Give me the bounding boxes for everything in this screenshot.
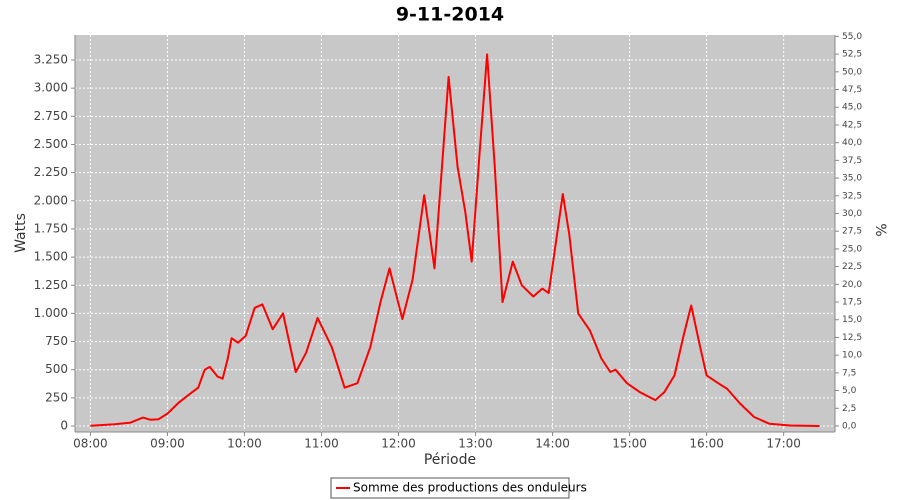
y2-tick-label: 40,0	[842, 138, 862, 148]
x-tick-label: 09:00	[150, 437, 185, 451]
y2-tick-label: 55,0	[842, 32, 862, 42]
y-tick-label: 2.750	[34, 109, 68, 123]
y2-tick-label: 37,5	[842, 156, 862, 166]
y2-tick-label: 27,5	[842, 227, 862, 237]
series-line	[90, 53, 820, 427]
y-tick-label: 2.500	[34, 137, 68, 151]
y2-tick-label: 32,5	[842, 191, 862, 201]
x-tick-label: 16:00	[689, 437, 724, 451]
y2-tick-label: 20,0	[842, 280, 862, 290]
legend-label: Somme des productions des onduleurs	[353, 481, 587, 495]
x-tick-label: 17:00	[766, 437, 801, 451]
x-tick-label: 08:00	[73, 437, 108, 451]
y-tick-label: 750	[45, 334, 68, 348]
y2-tick-label: 15,0	[842, 315, 862, 325]
y2-tick-label: 17,5	[842, 298, 862, 308]
y2-tick-label: 0,0	[842, 421, 857, 431]
y2-tick-label: 10,0	[842, 351, 862, 361]
y2-tick-label: 25,0	[842, 244, 862, 254]
y-tick-label: 2.250	[34, 165, 68, 179]
legend: Somme des productions des onduleurs	[330, 477, 587, 499]
y-tick-label: 0	[60, 419, 68, 433]
y-tick-label: 1.250	[34, 278, 68, 292]
x-tick-label: 15:00	[612, 437, 647, 451]
x-tick-label: 14:00	[535, 437, 570, 451]
y-tick-label: 3.000	[34, 81, 68, 95]
y2-tick-label: 52,5	[842, 50, 862, 60]
y2-tick-label: 50,0	[842, 67, 862, 77]
y2-tick-label: 12,5	[842, 333, 862, 343]
y2-tick-label: 42,5	[842, 120, 862, 130]
y-tick-label: 2.000	[34, 193, 68, 207]
y2-tick-label: 45,0	[842, 103, 862, 113]
y-tick-label: 1.500	[34, 250, 68, 264]
legend-box	[330, 477, 570, 499]
y2-tick-label: 2,5	[842, 404, 856, 414]
y-tick-label: 250	[45, 390, 68, 404]
y2-tick-label: 47,5	[842, 85, 862, 95]
plot-area	[75, 35, 835, 432]
y-tick-label: 500	[45, 362, 68, 376]
y2-tick-label: 30,0	[842, 209, 862, 219]
x-tick-label: 13:00	[458, 437, 493, 451]
y-tick-label: 1.000	[34, 306, 68, 320]
x-tick-label: 11:00	[304, 437, 339, 451]
y2-tick-label: 22,5	[842, 262, 862, 272]
x-tick-label: 10:00	[227, 437, 262, 451]
y2-tick-label: 5,0	[842, 386, 857, 396]
chart-title: 9-11-2014	[396, 4, 504, 26]
y2-tick-label: 7,5	[842, 368, 856, 378]
y2-axis-label: %	[872, 223, 888, 236]
y-tick-label: 3.250	[34, 53, 68, 67]
y2-tick-label: 35,0	[842, 174, 862, 184]
y-axis-label: Watts	[13, 213, 29, 253]
y-tick-label: 1.750	[34, 221, 68, 235]
x-tick-label: 12:00	[381, 437, 416, 451]
x-axis-label: Période	[424, 452, 476, 468]
